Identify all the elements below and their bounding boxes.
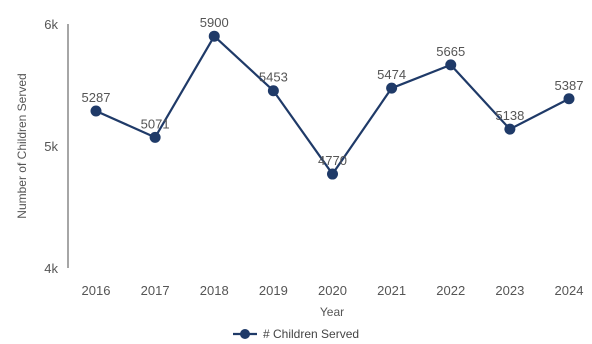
data-point xyxy=(90,105,102,117)
legend: # Children Served xyxy=(233,327,359,341)
y-tick-label: 4k xyxy=(44,261,58,276)
y-tick-label: 6k xyxy=(44,17,58,32)
x-tick-label: 2019 xyxy=(259,283,288,298)
x-tick-label: 2021 xyxy=(377,283,406,298)
x-axis-label: Year xyxy=(320,305,344,319)
data-label: 5453 xyxy=(259,70,288,85)
x-tick-label: 2020 xyxy=(318,283,347,298)
data-label: 5071 xyxy=(141,116,170,131)
y-axis-label: Number of Children Served xyxy=(15,73,29,218)
data-point xyxy=(386,82,398,94)
data-label: 5665 xyxy=(436,44,465,59)
data-points xyxy=(90,30,575,180)
data-point xyxy=(267,85,279,97)
x-tick-label: 2017 xyxy=(141,283,170,298)
y-tick-label: 5k xyxy=(44,139,58,154)
data-label: 5900 xyxy=(200,15,229,30)
data-label: 5138 xyxy=(495,108,524,123)
data-point xyxy=(327,168,338,180)
data-label: 5287 xyxy=(82,90,111,105)
data-labels: 5287 5071 5900 5453 4770 5474 5665 5138 5387 xyxy=(82,15,584,168)
data-label: 4770 xyxy=(318,153,347,168)
x-tick-label: 2024 xyxy=(555,283,584,298)
data-point xyxy=(504,123,516,135)
data-point xyxy=(208,30,220,42)
legend-dot-marker xyxy=(240,329,250,339)
data-point xyxy=(149,131,161,143)
x-tick-label: 2016 xyxy=(82,283,111,298)
legend-entry-children-served: # Children Served xyxy=(263,327,359,341)
y-tick-labels: 4k 5k 6k xyxy=(44,17,58,276)
x-tick-label: 2018 xyxy=(200,283,229,298)
data-point xyxy=(445,59,457,71)
x-tick-label: 2022 xyxy=(436,283,465,298)
x-tick-label: 2023 xyxy=(495,283,524,298)
data-label: 5474 xyxy=(377,67,406,82)
x-tick-labels: 2016 2017 2018 2019 2020 2021 2022 2023 2024 xyxy=(82,283,584,298)
data-point xyxy=(563,93,575,105)
data-label: 5387 xyxy=(555,78,584,93)
